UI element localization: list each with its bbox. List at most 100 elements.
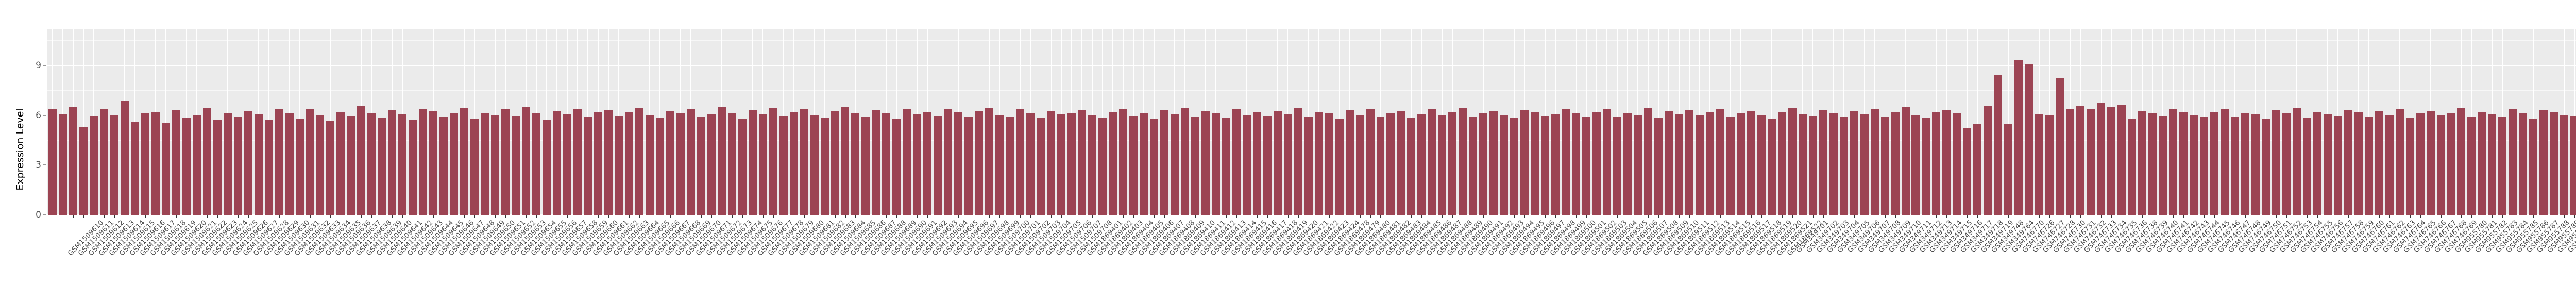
bar[interactable] [985, 108, 994, 215]
bar[interactable] [1201, 111, 1210, 215]
bar[interactable] [573, 108, 582, 215]
bar[interactable] [2560, 115, 2569, 215]
bar[interactable] [1139, 112, 1148, 215]
bar[interactable] [2138, 111, 2147, 215]
bar[interactable] [1407, 118, 1416, 215]
bar[interactable] [2261, 119, 2270, 215]
bar[interactable] [306, 109, 314, 215]
bar[interactable] [1273, 110, 1282, 215]
bar[interactable] [2333, 116, 2342, 215]
bar[interactable] [161, 123, 170, 215]
bar[interactable] [120, 101, 129, 215]
bar[interactable] [2436, 115, 2445, 215]
bar[interactable] [223, 112, 232, 215]
bar[interactable] [1314, 111, 1323, 215]
bar[interactable] [1160, 110, 1168, 215]
bar[interactable] [2159, 116, 2167, 215]
bar[interactable] [604, 110, 613, 215]
bar[interactable] [2550, 112, 2558, 215]
bar[interactable] [512, 116, 520, 215]
bar[interactable] [934, 116, 942, 215]
bar[interactable] [2014, 60, 2023, 215]
bar[interactable] [2478, 111, 2486, 215]
bar[interactable] [192, 115, 201, 215]
bar[interactable] [2272, 110, 2280, 215]
bar[interactable] [1283, 114, 1292, 215]
bar[interactable] [2539, 110, 2548, 215]
bar[interactable] [2385, 114, 2394, 215]
bar[interactable] [450, 113, 459, 215]
bar[interactable] [2323, 114, 2332, 215]
bar[interactable] [2179, 112, 2188, 215]
bar[interactable] [1705, 112, 1714, 215]
bar[interactable] [501, 109, 510, 215]
bar[interactable] [1325, 113, 1333, 215]
bar[interactable] [2447, 112, 2455, 215]
bar[interactable] [1489, 110, 1498, 215]
bar[interactable] [1777, 112, 1786, 215]
bar[interactable] [2117, 105, 2126, 215]
bar[interactable] [964, 117, 973, 215]
bar[interactable] [1263, 116, 1272, 215]
bar[interactable] [1448, 112, 1457, 215]
bar[interactable] [1860, 114, 1869, 215]
bar[interactable] [1788, 108, 1797, 215]
bar[interactable] [79, 127, 88, 215]
bar[interactable] [2292, 108, 2301, 215]
bar[interactable] [347, 116, 355, 215]
bar[interactable] [254, 114, 263, 215]
bar[interactable] [357, 106, 366, 215]
bar[interactable] [99, 109, 108, 215]
bar[interactable] [1685, 110, 1693, 215]
bar[interactable] [666, 110, 674, 215]
bar[interactable] [789, 112, 798, 215]
bar[interactable] [1232, 109, 1241, 215]
bar[interactable] [2076, 106, 2085, 215]
bar[interactable] [1994, 74, 2003, 215]
bar[interactable] [2375, 111, 2383, 215]
bar[interactable] [419, 108, 428, 215]
bar[interactable] [1222, 118, 1230, 215]
bar[interactable] [409, 120, 417, 215]
bar[interactable] [1839, 117, 1848, 215]
bar[interactable] [182, 118, 191, 215]
bar[interactable] [1551, 114, 1560, 215]
bar[interactable] [645, 115, 654, 215]
bar[interactable] [1870, 109, 1879, 215]
bar[interactable] [1829, 112, 1838, 215]
bar[interactable] [779, 116, 788, 215]
bar[interactable] [1592, 111, 1601, 215]
bar[interactable] [1304, 117, 1313, 215]
bar[interactable] [2230, 117, 2239, 215]
bar[interactable] [130, 121, 139, 215]
bar[interactable] [316, 115, 325, 215]
bar[interactable] [1922, 118, 1930, 215]
bar[interactable] [903, 108, 911, 215]
bar[interactable] [1016, 109, 1025, 215]
bar[interactable] [1520, 110, 1529, 215]
bar[interactable] [1180, 108, 1189, 215]
bar[interactable] [1911, 114, 1920, 215]
bar[interactable] [923, 111, 932, 215]
bar[interactable] [851, 113, 860, 215]
bar[interactable] [1386, 112, 1395, 215]
bar[interactable] [624, 111, 633, 215]
bar[interactable] [727, 112, 736, 215]
bar[interactable] [460, 108, 469, 215]
bar[interactable] [1428, 109, 1436, 215]
bar[interactable] [1026, 113, 1035, 215]
bar[interactable] [470, 119, 479, 215]
bar[interactable] [553, 111, 562, 215]
bar[interactable] [748, 110, 757, 215]
bar[interactable] [1345, 110, 1354, 215]
bar[interactable] [2395, 109, 2404, 215]
bar[interactable] [1129, 116, 1138, 215]
bar[interactable] [1808, 116, 1817, 215]
bar[interactable] [2364, 117, 2373, 215]
bar[interactable] [2251, 114, 2260, 215]
bar[interactable] [676, 113, 685, 215]
bar[interactable] [233, 117, 242, 215]
bar[interactable] [110, 115, 118, 215]
bar[interactable] [2282, 113, 2291, 215]
bar[interactable] [1118, 108, 1127, 215]
